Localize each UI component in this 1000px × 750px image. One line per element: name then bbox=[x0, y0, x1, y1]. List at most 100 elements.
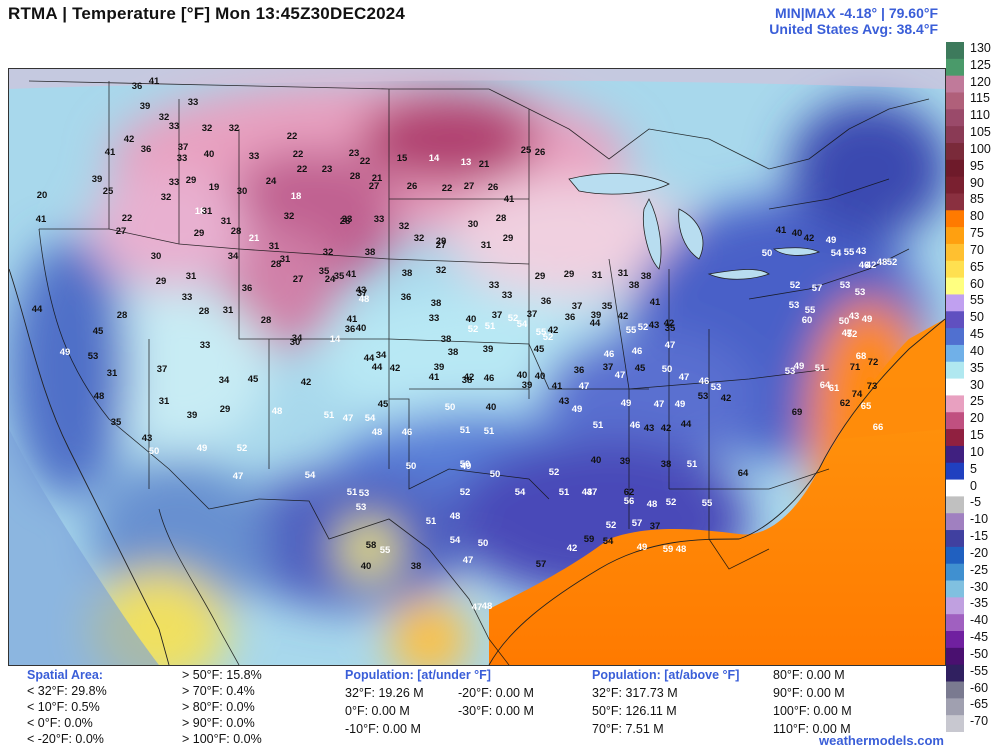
temperature-label: 49 bbox=[675, 399, 686, 410]
temperature-label: 42 bbox=[548, 325, 559, 336]
pop-above-6: 110°F: 0.00 M bbox=[773, 722, 851, 736]
temperature-label: 38 bbox=[661, 459, 672, 470]
temperature-label: 39 bbox=[187, 410, 198, 421]
colorbar-tick: 20 bbox=[970, 411, 984, 426]
temperature-label: 46 bbox=[604, 349, 615, 360]
temperature-label: 14 bbox=[429, 153, 440, 164]
temperature-label: 39 bbox=[434, 362, 445, 373]
colorbar-swatch bbox=[946, 631, 964, 649]
temperature-label: 49 bbox=[461, 461, 472, 472]
pop-under-4: -30°F: 0.00 M bbox=[458, 704, 534, 718]
colorbar-tick: 30 bbox=[970, 377, 984, 392]
temperature-label: 22 bbox=[297, 164, 308, 175]
temperature-label: 34 bbox=[376, 350, 387, 361]
temperature-label: 49 bbox=[572, 404, 583, 415]
temperature-label: 38 bbox=[441, 334, 452, 345]
temperature-label: 39 bbox=[92, 174, 103, 185]
colorbar-swatch bbox=[946, 193, 964, 211]
temperature-label: 47 bbox=[343, 413, 354, 424]
temperature-label: 47 bbox=[654, 399, 665, 410]
temperature-label: 54 bbox=[603, 536, 614, 547]
colorbar-tick: 75 bbox=[970, 226, 984, 241]
temperature-label: 42 bbox=[301, 377, 312, 388]
colorbar-swatch bbox=[946, 429, 964, 447]
temperature-label: 36 bbox=[574, 365, 585, 376]
temperature-label: 41 bbox=[552, 381, 563, 392]
temperature-label: 52 bbox=[549, 467, 560, 478]
colorbar-tick: 35 bbox=[970, 360, 984, 375]
temperature-label: 43 bbox=[849, 311, 860, 322]
temperature-label: 51 bbox=[460, 425, 471, 436]
us-average: United States Avg: 38.4°F bbox=[769, 21, 938, 37]
temperature-label: 28 bbox=[350, 171, 361, 182]
temperature-label: 55 bbox=[702, 498, 713, 509]
colorbar-tick: 110 bbox=[970, 108, 990, 123]
temperature-label: 44 bbox=[372, 362, 383, 373]
temperature-label: 49 bbox=[637, 542, 648, 553]
temperature-label: 73 bbox=[867, 381, 878, 392]
great-lakes bbox=[568, 173, 821, 280]
temperature-label: 47 bbox=[579, 381, 590, 392]
colorbar-tick: -25 bbox=[970, 562, 989, 577]
credit-link[interactable]: weathermodels.com bbox=[819, 733, 944, 748]
temperature-label: 37 bbox=[157, 364, 168, 375]
spatial-right-3: > 90°F: 0.0% bbox=[182, 716, 255, 730]
temperature-label: 46 bbox=[484, 373, 495, 384]
temperature-label: 60 bbox=[802, 315, 813, 326]
temperature-label: 34 bbox=[292, 333, 303, 344]
spatial-left-2: < 0°F: 0.0% bbox=[27, 716, 93, 730]
temperature-label: 38 bbox=[431, 298, 442, 309]
temperature-label: 29 bbox=[436, 236, 447, 247]
temperature-label: 68 bbox=[856, 351, 867, 362]
temperature-label: 44 bbox=[32, 304, 43, 315]
temperature-label: 27 bbox=[116, 226, 127, 237]
colorbar-tick: -35 bbox=[970, 596, 989, 611]
temperature-label: 22 bbox=[442, 183, 453, 194]
temperature-label: 38 bbox=[365, 247, 376, 258]
colorbar-swatch bbox=[946, 580, 964, 598]
colorbar-swatch bbox=[946, 462, 964, 481]
temperature-label: 40 bbox=[356, 323, 367, 334]
temperature-label: 55 bbox=[805, 305, 816, 316]
colorbar-swatch bbox=[946, 412, 964, 430]
temperature-label: 51 bbox=[593, 420, 604, 431]
colorbar-tick: 95 bbox=[970, 158, 984, 173]
colorbar-tick: 125 bbox=[970, 57, 991, 72]
temperature-label: 36 bbox=[141, 144, 152, 155]
temperature-label: 28 bbox=[340, 216, 351, 227]
temperature-label: 42 bbox=[124, 134, 135, 145]
temperature-label: 37 bbox=[527, 309, 538, 320]
temperature-label: 30 bbox=[468, 219, 479, 230]
temperature-label: 38 bbox=[641, 271, 652, 282]
temperature-label: 28 bbox=[261, 315, 272, 326]
temperature-label: 32 bbox=[414, 233, 425, 244]
temperature-label: 36 bbox=[541, 296, 552, 307]
temperature-label: 52 bbox=[847, 329, 858, 340]
temperature-label: 33 bbox=[249, 151, 260, 162]
colorbar-tick: 55 bbox=[970, 293, 984, 308]
temperature-label: 40 bbox=[535, 371, 546, 382]
colorbar-tick: 40 bbox=[970, 343, 984, 358]
temperature-label: 41 bbox=[429, 372, 440, 383]
colorbar-tick: 10 bbox=[970, 444, 984, 459]
temperature-label: 47 bbox=[472, 602, 483, 613]
temperature-label: 69 bbox=[792, 407, 803, 418]
temperature-label: 35 bbox=[319, 266, 330, 277]
temperature-label: 26 bbox=[488, 182, 499, 193]
temperature-label: 49 bbox=[621, 398, 632, 409]
pop-above-0: 32°F: 317.73 M bbox=[592, 686, 678, 700]
temperature-label: 47 bbox=[587, 487, 598, 498]
pop-under-3: -20°F: 0.00 M bbox=[458, 686, 534, 700]
temperature-label: 36 bbox=[565, 312, 576, 323]
temperature-label: 36 bbox=[401, 292, 412, 303]
temperature-label: 53 bbox=[785, 366, 796, 377]
temperature-label: 23 bbox=[322, 164, 333, 175]
temperature-label: 57 bbox=[536, 559, 547, 570]
temperature-label: 41 bbox=[347, 314, 358, 325]
temperature-label: 48 bbox=[450, 511, 461, 522]
temperature-label: 31 bbox=[280, 254, 291, 265]
pop-above-1: 50°F: 126.11 M bbox=[592, 704, 677, 718]
spatial-right-1: > 70°F: 0.4% bbox=[182, 684, 255, 698]
temperature-label: 52 bbox=[508, 313, 519, 324]
